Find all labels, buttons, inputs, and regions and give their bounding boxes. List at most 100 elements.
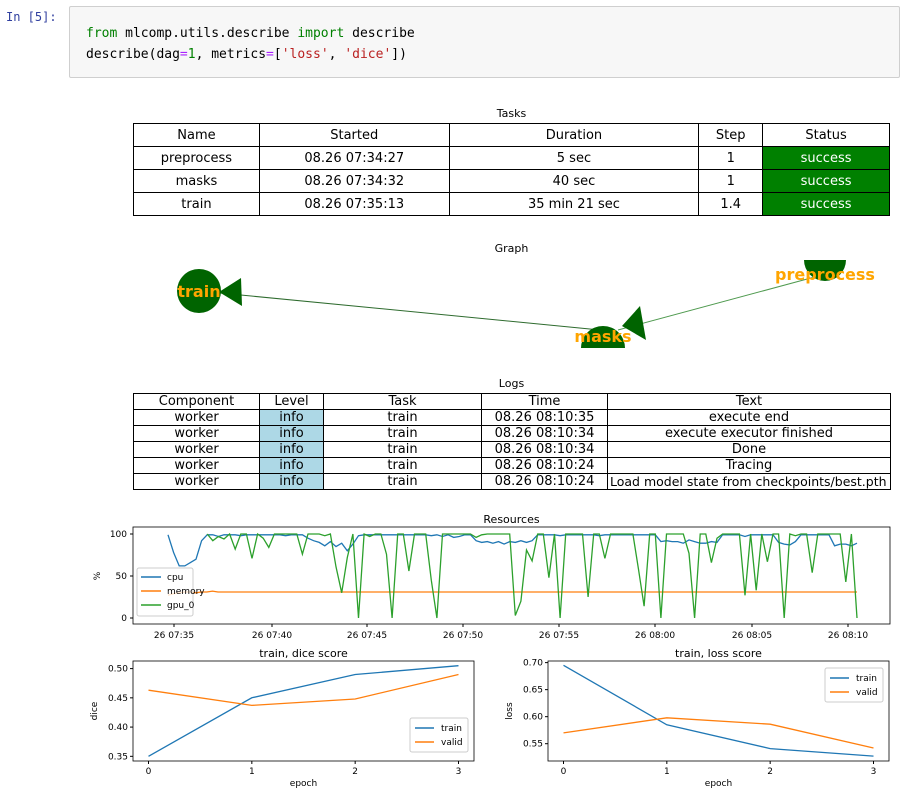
code-bracket: [ — [273, 47, 282, 62]
x-tick-label: 1 — [664, 767, 670, 777]
log-level: info — [259, 409, 324, 426]
y-tick-label: 0.35 — [108, 752, 128, 762]
log-text: Load model state from checkpoints/best.p… — [607, 473, 891, 490]
code-comma: , — [328, 47, 345, 62]
log-time: 08.26 08:10:35 — [481, 409, 608, 426]
task-name: train — [133, 192, 260, 216]
x-tick-label: 26 07:50 — [443, 631, 484, 641]
chart-title: train, dice score — [259, 647, 348, 660]
y-tick-label: 0 — [121, 614, 127, 624]
legend-label: valid — [441, 738, 463, 748]
series-line-cpu — [167, 534, 858, 567]
y-tick-label: 100 — [110, 530, 127, 540]
graph-edge-masks-train — [219, 292, 601, 331]
x-tick-label: 26 07:55 — [539, 631, 579, 641]
x-tick-label: 26 08:10 — [828, 631, 869, 641]
y-axis-label: dice — [90, 701, 100, 720]
y-tick-label: 0.40 — [108, 723, 128, 733]
table-row: train 08.26 07:35:13 35 min 21 sec 1.4 s… — [133, 192, 890, 216]
log-component: worker — [133, 473, 260, 490]
column-header: Step — [698, 123, 764, 147]
legend-label: valid — [856, 688, 878, 698]
x-tick-label: 1 — [249, 767, 255, 777]
task-duration: 5 sec — [448, 146, 700, 170]
graph-node-label-preprocess: preprocess — [775, 265, 875, 284]
task-name: masks — [133, 169, 260, 193]
series-line-gpu_0 — [206, 532, 858, 619]
table-row: masks 08.26 07:34:32 40 sec 1 success — [133, 169, 890, 193]
code-line-1: from mlcomp.utils.describe import descri… — [86, 23, 415, 44]
x-tick-label: 2 — [352, 767, 358, 777]
y-tick-label: 0.65 — [523, 686, 543, 696]
series-line-valid — [148, 673, 459, 707]
log-time: 08.26 08:10:24 — [481, 473, 608, 490]
log-time: 08.26 08:10:34 — [481, 425, 608, 442]
x-tick-label: 0 — [561, 767, 567, 777]
x-tick-label: 26 07:40 — [252, 631, 293, 641]
series-line-train — [148, 665, 459, 757]
y-tick-label: 0.70 — [523, 659, 543, 669]
plot-frame — [547, 660, 890, 762]
task-started: 08.26 07:35:13 — [258, 192, 450, 216]
keyword-from: from — [86, 26, 118, 41]
log-task: train — [323, 457, 482, 474]
y-tick-label: 0.60 — [523, 713, 543, 723]
graph-node-label-masks: masks — [574, 327, 631, 346]
graph-edge-preprocess-masks — [617, 274, 823, 331]
graph-node-train — [177, 269, 221, 313]
table-row: worker info train 08.26 08:10:35 execute… — [133, 409, 891, 426]
code-string: 'loss' — [281, 47, 329, 62]
task-started: 08.26 07:34:27 — [258, 146, 450, 170]
code-number: 1 — [187, 47, 196, 62]
x-tick-label: 26 08:05 — [732, 631, 772, 641]
task-step: 1 — [698, 169, 764, 193]
log-component: worker — [133, 457, 260, 474]
column-header: Name — [133, 123, 260, 147]
x-axis-label: epoch — [705, 779, 732, 789]
graph-node-label-train: train — [177, 282, 220, 301]
task-duration: 35 min 21 sec — [448, 192, 700, 216]
logs-table: Component Level Task Time Text worker in… — [133, 393, 891, 490]
table-row: preprocess 08.26 07:34:27 5 sec 1 succes… — [133, 146, 890, 170]
plot-frame — [132, 660, 475, 762]
x-tick-label: 0 — [146, 767, 152, 777]
y-tick-label: 50 — [116, 572, 128, 582]
code-editor[interactable]: from mlcomp.utils.describe import descri… — [86, 23, 415, 65]
task-status: success — [762, 169, 890, 193]
code-module: mlcomp.utils.describe — [117, 26, 298, 41]
legend-label: memory — [167, 587, 205, 597]
code-bracket: ]) — [391, 47, 407, 62]
log-text: execute executor finished — [607, 425, 891, 442]
log-level: info — [259, 473, 324, 490]
code-line-2: describe(dag=1, metrics=['loss', 'dice']… — [86, 44, 415, 65]
legend-box — [409, 717, 469, 753]
code-operator: = — [266, 47, 274, 62]
input-prompt: In [5]: — [6, 10, 57, 24]
graph-title: Graph — [494, 242, 529, 255]
code-operator: = — [179, 47, 188, 62]
x-tick-label: 3 — [456, 767, 462, 777]
code-cell[interactable]: from mlcomp.utils.describe import descri… — [69, 6, 900, 78]
log-level: info — [259, 425, 324, 442]
legend-label: gpu_0 — [167, 601, 195, 611]
y-tick-label: 0.50 — [108, 665, 128, 675]
graph-arrowhead-icon — [622, 306, 646, 340]
code-string: 'dice' — [344, 47, 392, 62]
x-tick-label: 26 07:45 — [347, 631, 387, 641]
task-status: success — [762, 192, 890, 216]
legend-box — [136, 567, 194, 617]
graph-node-preprocess — [804, 260, 846, 281]
legend-label: train — [856, 674, 877, 684]
log-level: info — [259, 441, 324, 458]
series-line-train — [563, 664, 874, 757]
x-axis-label: epoch — [290, 779, 317, 789]
column-header: Duration — [448, 123, 700, 147]
table-row: worker info train 08.26 08:10:24 Tracing — [133, 457, 891, 474]
legend-label: train — [441, 724, 462, 734]
keyword-import: import — [297, 26, 345, 41]
logs-header-row: Component Level Task Time Text — [133, 393, 891, 410]
series-line-memory — [167, 590, 857, 596]
chart-title: Resources — [483, 513, 539, 526]
